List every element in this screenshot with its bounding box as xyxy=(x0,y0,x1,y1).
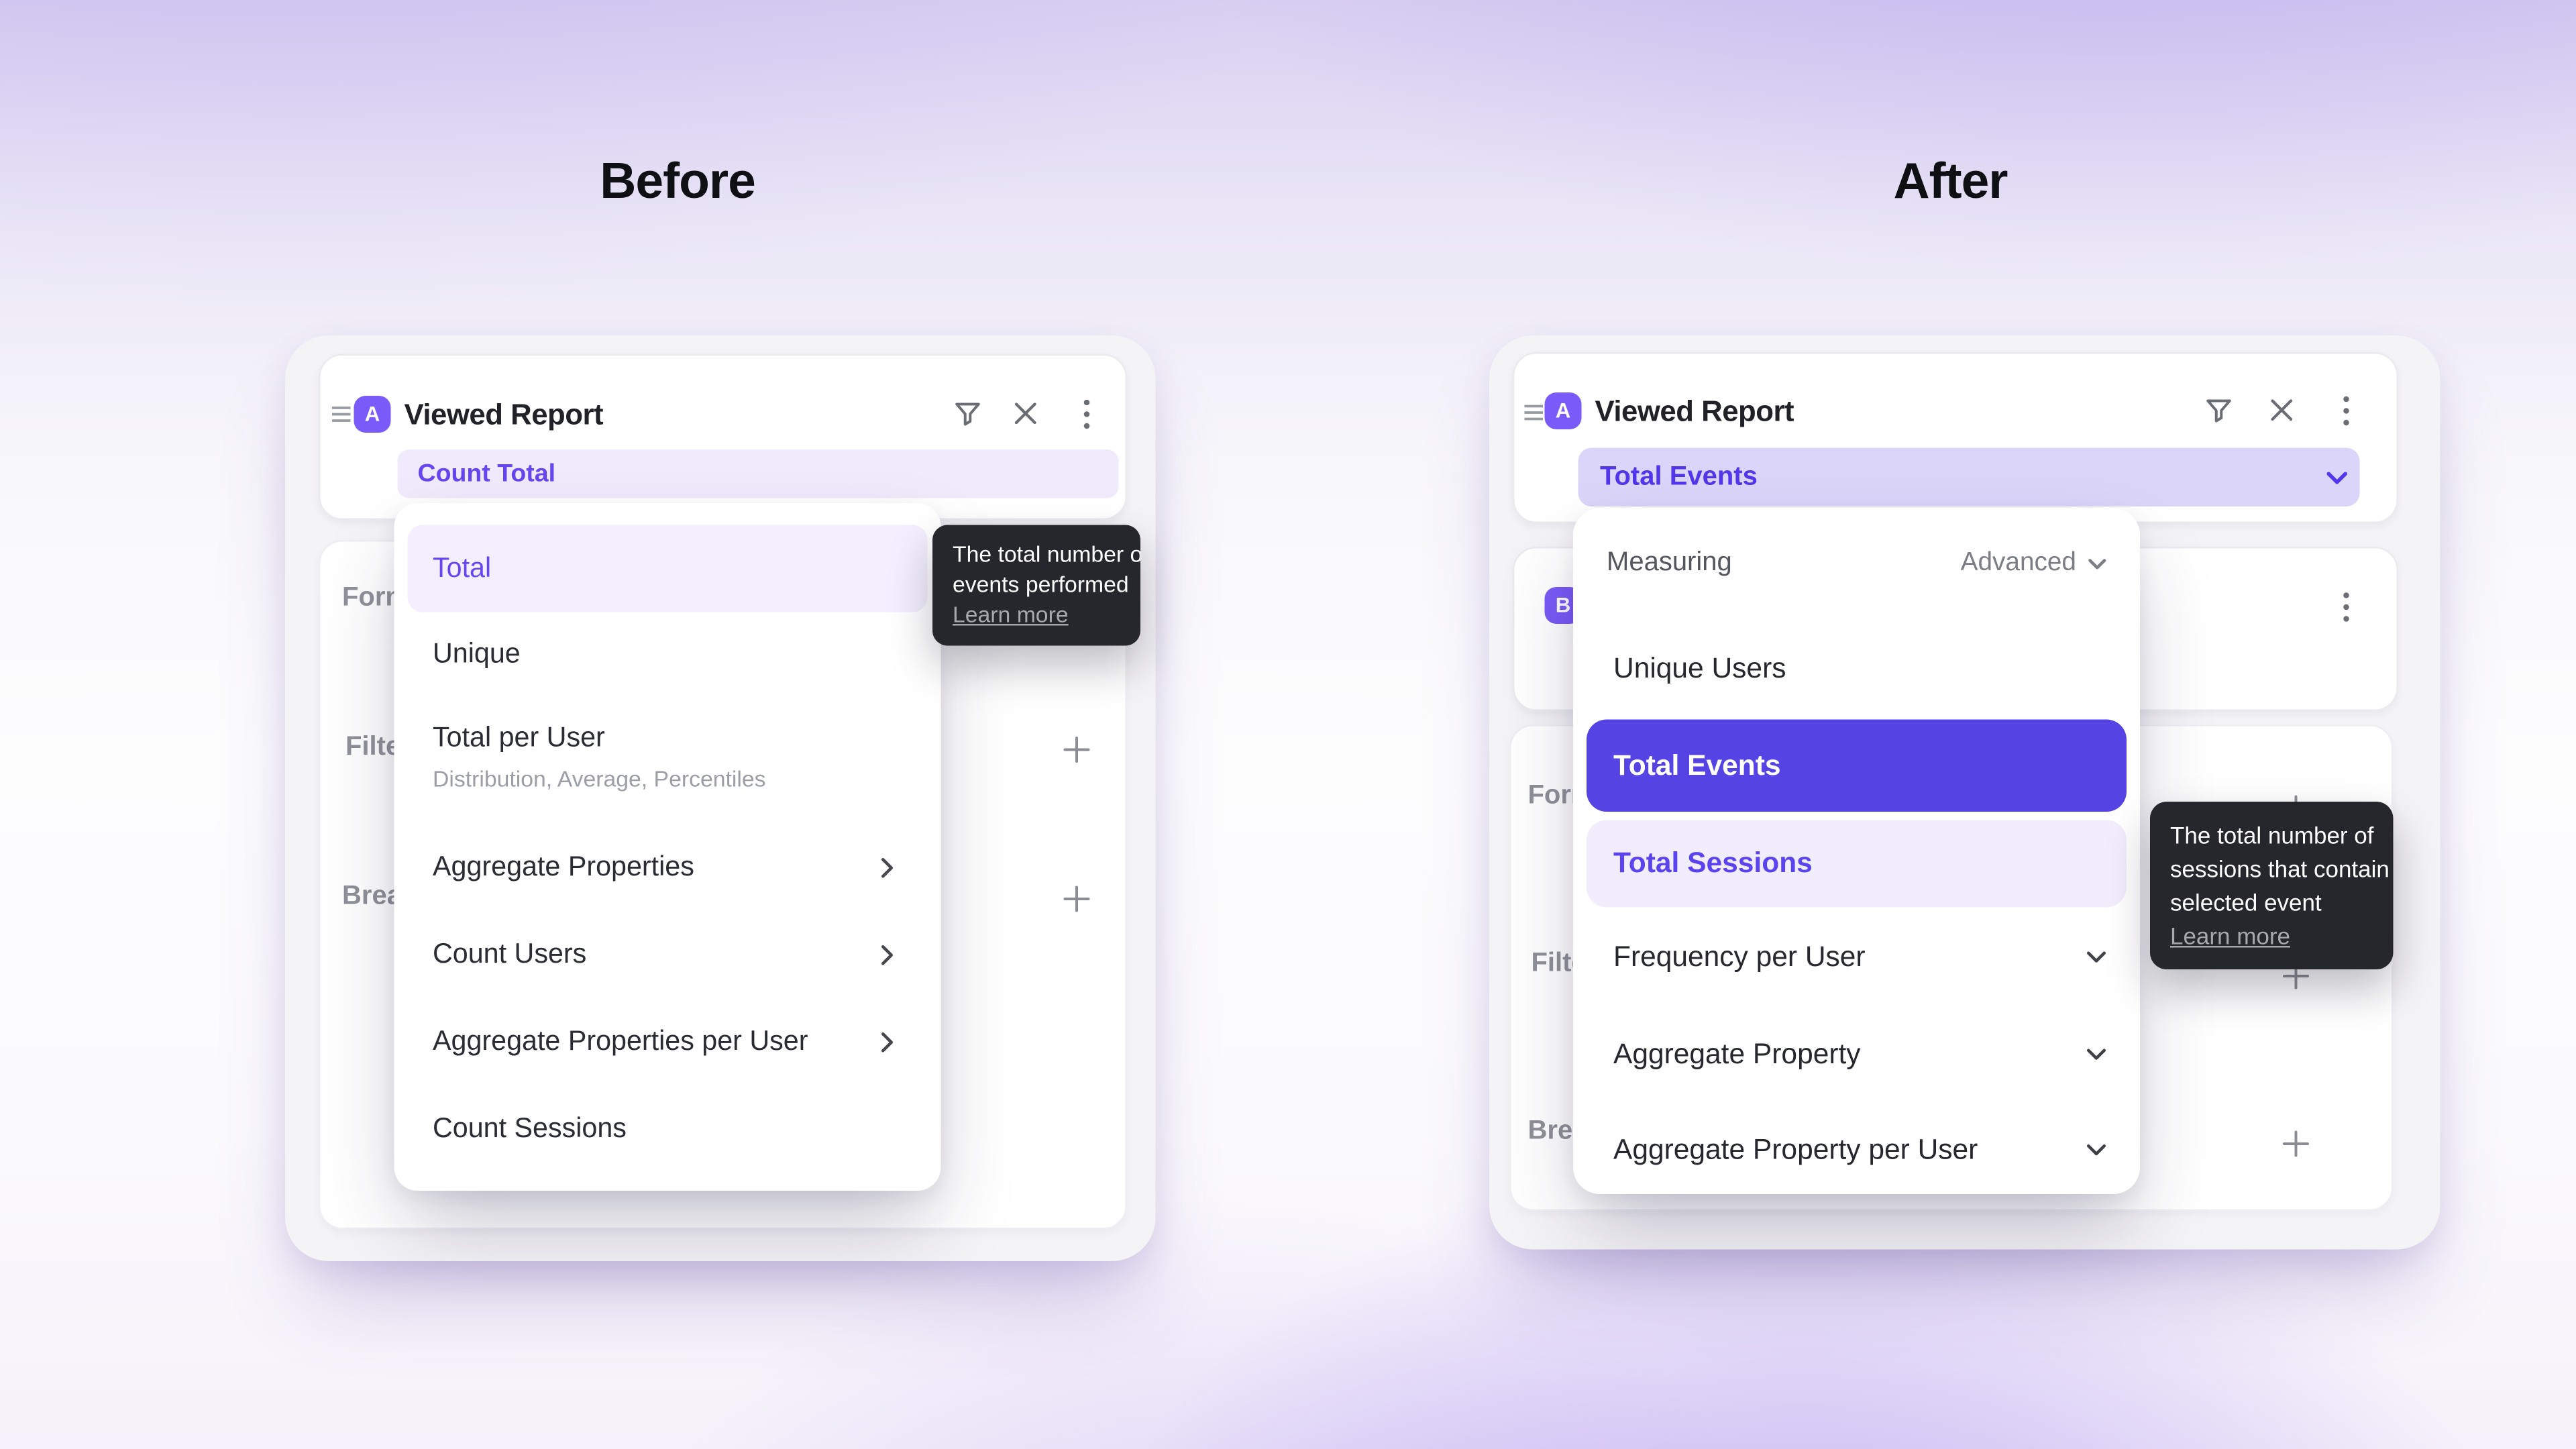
event-title: Viewed Report xyxy=(1595,394,1794,428)
add-breakdown-icon[interactable] xyxy=(1063,885,1090,912)
after-event-card: A Viewed Report Total Events xyxy=(1513,352,2398,523)
chevron-down-icon xyxy=(2086,1144,2106,1157)
close-icon[interactable] xyxy=(1013,401,1038,427)
advanced-dropdown-value: Advanced xyxy=(1960,548,2076,578)
metric-pill[interactable]: Count Total xyxy=(397,449,1119,498)
heading-after: After xyxy=(1893,154,2008,210)
event-badge-a: A xyxy=(1544,392,1582,429)
menu-item-count-sessions[interactable]: Count Sessions xyxy=(433,1112,627,1143)
after-tooltip: The total number of sessions that contai… xyxy=(2150,802,2394,969)
menu-item-count-users[interactable]: Count Users xyxy=(433,938,587,969)
chevron-right-icon xyxy=(881,945,894,967)
tooltip-text-line1: The total number of xyxy=(953,541,1140,568)
menu-item-total-per-user-subtitle: Distribution, Average, Percentiles xyxy=(433,765,766,791)
chevron-right-icon xyxy=(881,1032,894,1054)
heading-before: Before xyxy=(600,154,756,210)
tooltip-text-line2: events performed xyxy=(953,572,1129,598)
event-title: Viewed Report xyxy=(404,397,604,431)
filter-icon[interactable] xyxy=(953,399,983,429)
chevron-down-icon xyxy=(2326,472,2349,485)
filter-icon[interactable] xyxy=(2204,396,2234,426)
before-tooltip: The total number of events performed Lea… xyxy=(932,525,1140,646)
tooltip-arrow-left xyxy=(932,555,934,582)
menu-item-aggregate-properties[interactable]: Aggregate Properties xyxy=(433,851,694,881)
menu-item-aggregate-properties-per-user[interactable]: Aggregate Properties per User xyxy=(433,1025,808,1056)
before-screenshot: A Viewed Report Count Total Formula Filt… xyxy=(285,335,1156,1261)
after-measurement-menu: Measuring Advanced Unique Users Total Ev… xyxy=(1573,508,2140,1194)
before-measurement-menu: Total Unique Total per User Distribution… xyxy=(394,503,941,1191)
learn-more-link[interactable]: Learn more xyxy=(2170,922,2290,949)
menu-item-unique[interactable]: Unique xyxy=(433,638,521,669)
menu-header-label: Measuring xyxy=(1607,548,1732,578)
chevron-down-icon xyxy=(2088,558,2106,569)
drag-handle-icon[interactable] xyxy=(1524,405,1543,421)
learn-more-link[interactable]: Learn more xyxy=(953,602,1069,628)
menu-item-aggregate-property[interactable]: Aggregate Property xyxy=(1613,1038,1861,1071)
tooltip-text-line2: sessions that contain xyxy=(2170,855,2390,882)
after-screenshot: A Viewed Report Total Events B xyxy=(1489,335,2440,1250)
metric-pill[interactable]: Total Events xyxy=(1578,447,2360,506)
add-filter-icon[interactable] xyxy=(1063,737,1090,763)
close-icon[interactable] xyxy=(2269,398,2295,423)
menu-item-frequency-per-user[interactable]: Frequency per User xyxy=(1613,941,1866,973)
chevron-down-icon xyxy=(2086,951,2106,965)
more-options-icon[interactable] xyxy=(1083,399,1090,429)
before-event-card: A Viewed Report Count Total xyxy=(319,354,1127,520)
event-badge-a: A xyxy=(354,396,391,433)
chevron-down-icon xyxy=(2086,1049,2106,1062)
advanced-dropdown[interactable]: Advanced xyxy=(1961,549,2106,579)
tooltip-text-line3: selected event xyxy=(2170,889,2322,916)
menu-item-total[interactable]: Total xyxy=(407,525,928,612)
add-breakdown-icon[interactable] xyxy=(2283,1130,2310,1157)
menu-item-unique-users[interactable]: Unique Users xyxy=(1613,652,1786,685)
more-options-icon[interactable] xyxy=(2343,396,2350,426)
menu-item-aggregate-property-per-user[interactable]: Aggregate Property per User xyxy=(1613,1134,1978,1166)
chevron-right-icon xyxy=(881,857,894,879)
menu-item-total-events-selected[interactable]: Total Events xyxy=(1587,719,2127,812)
more-options-icon[interactable] xyxy=(2343,592,2350,623)
tooltip-text-line1: The total number of xyxy=(2170,822,2374,849)
menu-item-total-per-user[interactable]: Total per User xyxy=(433,722,605,753)
menu-item-total-sessions-highlighted[interactable]: Total Sessions xyxy=(1587,820,2127,908)
tooltip-arrow-left xyxy=(2150,849,2152,875)
drag-handle-icon[interactable] xyxy=(332,406,351,423)
